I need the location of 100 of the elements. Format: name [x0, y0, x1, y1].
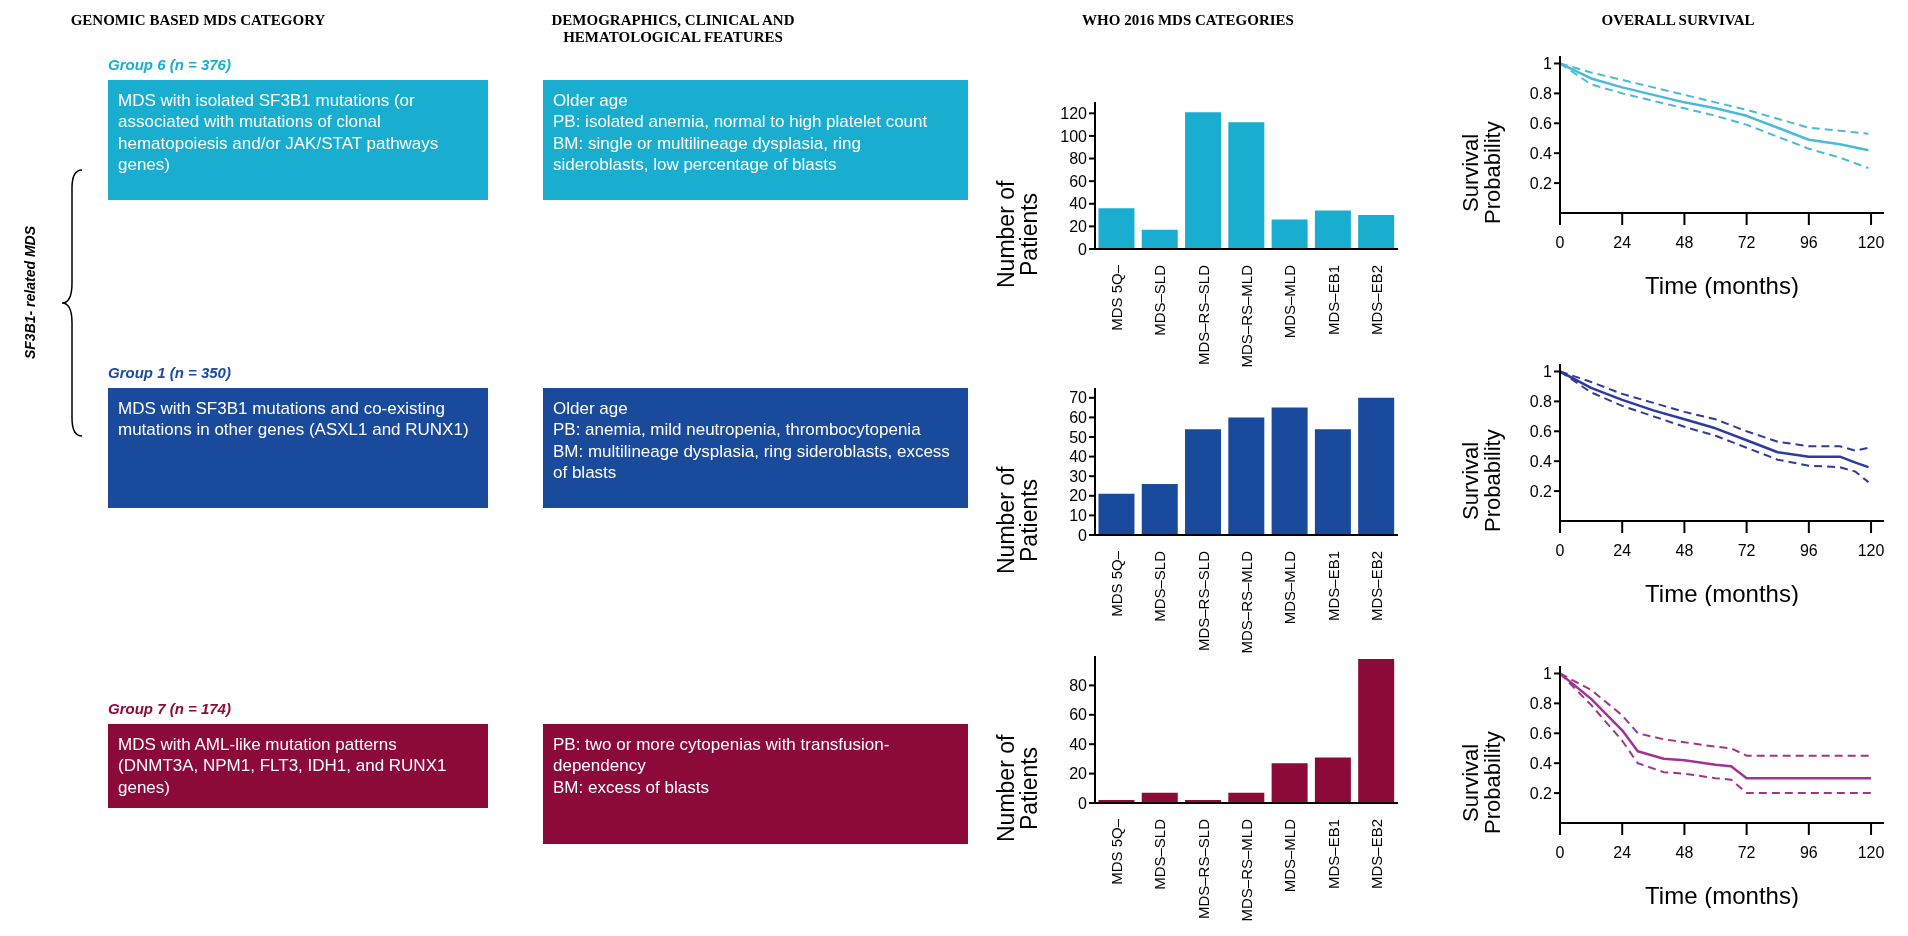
y-tick-label: 30: [1069, 467, 1088, 485]
x-tick-label: 0: [1555, 234, 1565, 252]
bar: [1314, 210, 1351, 249]
x-tick-label: MDS–EB1: [1324, 551, 1342, 622]
x-tick-label: 24: [1613, 542, 1632, 560]
x-tick-label: 120: [1857, 542, 1885, 560]
text: WHO 2016 MDS CATEGORIES: [1081, 12, 1295, 29]
y-tick-label: 80: [1069, 677, 1088, 695]
y-tick-label: 20: [1069, 218, 1088, 236]
text: MDS with AML-like mutation patterns (DNMT3A, NPM1, FLT3, IDH1, and RUNX1 genes): [108, 724, 488, 808]
y-axis-title: Number of Patients: [993, 733, 1042, 844]
x-tick-label: 120: [1857, 844, 1885, 862]
y-tick-label: 20: [1069, 487, 1088, 505]
y-tick-label: 0.4: [1529, 144, 1553, 162]
y-tick-label: 0.6: [1529, 422, 1553, 440]
x-tick-label: MDS–MLD: [1281, 264, 1299, 339]
x-tick-label: MDS–EB1: [1324, 265, 1342, 336]
x-tick-label: MDS–EB2: [1367, 265, 1385, 336]
y-tick-label: 0.8: [1529, 85, 1553, 103]
y-tick-label: 60: [1069, 706, 1088, 724]
y-axis-title: Number of Patients: [993, 179, 1042, 290]
text: PB: two or more cytopenias with transfusion-dependency BM: excess of blasts: [543, 724, 968, 844]
y-tick-label: 1: [1543, 363, 1553, 381]
x-tick-label: 48: [1675, 844, 1694, 862]
y-tick-label: 0.2: [1529, 482, 1553, 500]
x-tick-label: MDS–RS–MLD: [1238, 818, 1255, 922]
x-tick-label: MDS–RS–MLD: [1238, 264, 1255, 368]
y-tick-label: 0.2: [1529, 174, 1553, 192]
bar: [1228, 122, 1265, 249]
bar: [1185, 112, 1222, 249]
y-tick-label: 60: [1069, 172, 1088, 190]
x-tick-label: MDS 5Q–: [1108, 550, 1126, 617]
y-tick-label: 20: [1069, 765, 1088, 783]
text: Older age PB: anemia, mild neutropenia, thrombocytopenia BM: multilineage dysplasia, ring sideroblasts, excess of blasts: [543, 388, 968, 508]
y-tick-label: 0.4: [1529, 452, 1553, 470]
y-tick-label: 40: [1069, 448, 1088, 466]
x-tick-label: MDS–EB2: [1367, 819, 1385, 890]
y-tick-label: 100: [1060, 127, 1088, 145]
bar: [1228, 417, 1265, 535]
x-tick-label: MDS–EB1: [1324, 819, 1342, 890]
x-tick-label: MDS–MLD: [1281, 818, 1299, 893]
text: OVERALL SURVIVAL: [1600, 12, 1756, 29]
text: GENOMIC BASED MDS CATEGORY: [69, 12, 327, 29]
x-tick-label: 72: [1737, 844, 1756, 862]
x-tick-label: 96: [1799, 844, 1818, 862]
x-tick-label: MDS–SLD: [1151, 264, 1169, 336]
text: MDS with isolated SF3B1 mutations (or associated with mutations of clonal hematopoiesis and/or JAK/STAT pathways genes): [108, 80, 488, 200]
bar: [1141, 484, 1178, 535]
y-tick-label: 0.8: [1529, 393, 1553, 411]
text: MDS with SF3B1 mutations and co-existing mutations in other genes (ASXL1 and RUNX1): [108, 388, 488, 508]
y-tick-label: 50: [1069, 428, 1088, 446]
y-tick-label: 1: [1543, 665, 1553, 683]
y-tick-label: 0: [1078, 526, 1088, 544]
bar: [1185, 429, 1222, 535]
x-tick-label: MDS–RS–MLD: [1238, 550, 1255, 654]
x-tick-label: MDS–MLD: [1281, 550, 1299, 625]
x-tick-label: MDS–SLD: [1151, 550, 1169, 622]
x-tick-label: MDS–EB2: [1367, 551, 1385, 622]
bar: [1358, 215, 1395, 249]
y-tick-label: 0: [1078, 794, 1088, 812]
x-tick-label: 96: [1799, 234, 1818, 252]
x-tick-label: MDS–RS–SLD: [1194, 818, 1212, 920]
bar: [1098, 493, 1135, 535]
text: Group 7 (n = 174): [108, 700, 231, 717]
y-axis-title: Survival Probability: [1458, 730, 1505, 837]
y-axis-title: Number of Patients: [993, 465, 1042, 576]
y-tick-label: 1: [1543, 55, 1553, 73]
bar: [1358, 658, 1395, 803]
bar: [1141, 229, 1178, 249]
x-tick-label: MDS–RS–SLD: [1194, 550, 1212, 652]
x-tick-label: 24: [1613, 234, 1632, 252]
x-tick-label: 0: [1555, 844, 1565, 862]
x-tick-label: MDS–RS–SLD: [1194, 264, 1212, 366]
x-tick-label: MDS 5Q–: [1108, 264, 1126, 331]
bar: [1314, 429, 1351, 535]
y-tick-label: 0.2: [1529, 784, 1553, 802]
x-tick-label: 48: [1675, 234, 1694, 252]
x-tick-label: 72: [1737, 542, 1756, 560]
y-tick-label: 40: [1069, 735, 1088, 753]
y-tick-label: 120: [1060, 104, 1088, 122]
y-tick-label: 80: [1069, 150, 1088, 168]
bar: [1271, 763, 1308, 803]
bar: [1271, 219, 1308, 249]
x-tick-label: 0: [1555, 542, 1565, 560]
x-tick-label: MDS–SLD: [1151, 818, 1169, 890]
y-tick-label: 0.6: [1529, 724, 1553, 742]
x-tick-label: 120: [1857, 234, 1885, 252]
y-tick-label: 0.8: [1529, 695, 1553, 713]
bar: [1358, 397, 1395, 535]
bar: [1314, 757, 1351, 803]
y-tick-label: 70: [1069, 389, 1088, 407]
text: SF3B1- related MDS: [22, 226, 38, 360]
text: Group 1 (n = 350): [108, 364, 231, 381]
y-tick-label: 60: [1069, 409, 1088, 427]
y-tick-label: 40: [1069, 195, 1088, 213]
y-tick-label: 10: [1069, 507, 1088, 525]
bar: [1271, 407, 1308, 535]
x-tick-label: 24: [1613, 844, 1632, 862]
y-tick-label: 0.4: [1529, 754, 1553, 772]
x-tick-label: 96: [1799, 542, 1818, 560]
